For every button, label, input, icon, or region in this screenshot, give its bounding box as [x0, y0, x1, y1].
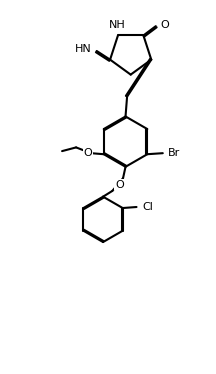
Text: Cl: Cl [142, 202, 153, 212]
Text: O: O [160, 20, 169, 30]
Text: O: O [115, 180, 124, 190]
Text: NH: NH [109, 20, 126, 30]
Text: O: O [84, 148, 92, 158]
Text: Br: Br [168, 148, 180, 158]
Text: HN: HN [75, 45, 92, 54]
